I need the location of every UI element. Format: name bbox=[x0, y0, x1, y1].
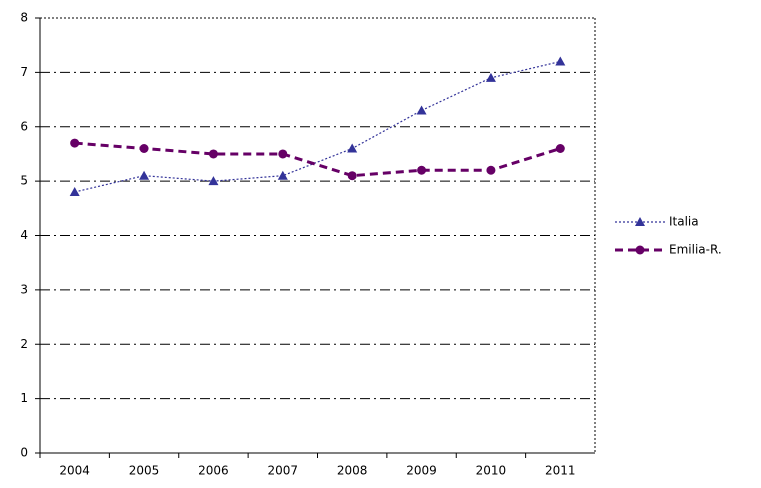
y-tick-label: 2 bbox=[20, 337, 28, 351]
x-tick-label: 2004 bbox=[59, 464, 90, 478]
data-point bbox=[69, 187, 80, 196]
y-tick-label: 5 bbox=[20, 174, 28, 188]
data-point bbox=[208, 176, 219, 186]
data-point bbox=[70, 138, 80, 148]
data-point bbox=[416, 105, 427, 115]
x-tick-label: 2011 bbox=[545, 464, 576, 478]
data-point bbox=[347, 171, 357, 181]
x-tick-label: 2007 bbox=[268, 464, 299, 478]
x-tick-label: 2009 bbox=[406, 464, 437, 478]
legend-marker bbox=[635, 217, 645, 226]
legend-label: Italia bbox=[669, 215, 699, 229]
x-tick-label: 2005 bbox=[129, 464, 160, 478]
data-point bbox=[208, 149, 218, 159]
y-tick-label: 8 bbox=[20, 11, 28, 25]
data-point bbox=[347, 143, 358, 153]
series-line bbox=[74, 141, 561, 178]
y-tick-label: 7 bbox=[20, 65, 28, 79]
data-point bbox=[485, 72, 496, 82]
legend-marker bbox=[635, 245, 645, 255]
y-tick-label: 4 bbox=[20, 228, 28, 242]
x-tick-label: 2008 bbox=[337, 464, 368, 478]
data-point bbox=[555, 144, 565, 153]
data-point bbox=[277, 170, 288, 180]
data-point bbox=[555, 56, 566, 66]
data-point bbox=[278, 149, 288, 159]
legend-label: Emilia-R. bbox=[669, 243, 722, 257]
x-tick-label: 2010 bbox=[476, 464, 507, 478]
y-tick-label: 1 bbox=[20, 391, 28, 405]
y-tick-label: 6 bbox=[20, 119, 28, 133]
y-tick-label: 0 bbox=[20, 446, 28, 460]
x-tick-label: 2006 bbox=[198, 464, 229, 478]
y-tick-label: 3 bbox=[20, 282, 28, 296]
data-point bbox=[139, 144, 149, 153]
data-point bbox=[139, 170, 150, 180]
data-point bbox=[486, 165, 496, 175]
data-point bbox=[417, 165, 427, 175]
